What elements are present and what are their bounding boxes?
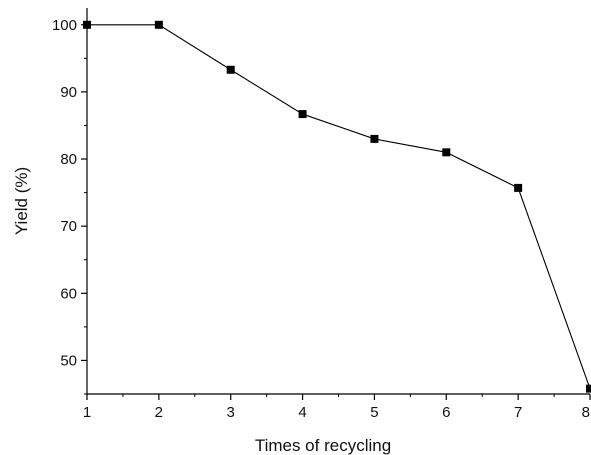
y-ticks: 50 60 70 80 90 100 (52, 17, 87, 395)
x-tick-label: 4 (298, 404, 306, 421)
y-tick-label: 60 (60, 285, 77, 302)
x-tick-label: 3 (227, 404, 235, 421)
y-tick-label: 90 (60, 84, 77, 101)
x-tick-label: 6 (442, 404, 450, 421)
y-tick-label: 80 (60, 151, 77, 168)
y-axis-title: Yield (%) (12, 167, 31, 235)
x-tick-label: 2 (155, 404, 163, 421)
x-tick-label: 8 (582, 404, 590, 421)
data-point (586, 384, 591, 393)
x-tick-label: 5 (370, 404, 378, 421)
data-point (298, 110, 307, 119)
x-axis-title: Times of recycling (255, 436, 391, 455)
y-tick-label: 50 (60, 352, 77, 369)
x-tick-label: 7 (514, 404, 522, 421)
data-point (514, 183, 523, 192)
data-point (370, 134, 379, 143)
data-point (154, 20, 163, 29)
data-point (226, 65, 235, 74)
y-tick-label: 100 (52, 17, 77, 34)
y-tick-label: 70 (60, 218, 77, 235)
series-line (87, 24, 591, 389)
x-tick-label: 1 (83, 404, 91, 421)
x-ticks: 1 2 3 4 5 6 7 8 (83, 394, 591, 421)
plot-area (83, 20, 591, 393)
data-point (442, 148, 451, 157)
